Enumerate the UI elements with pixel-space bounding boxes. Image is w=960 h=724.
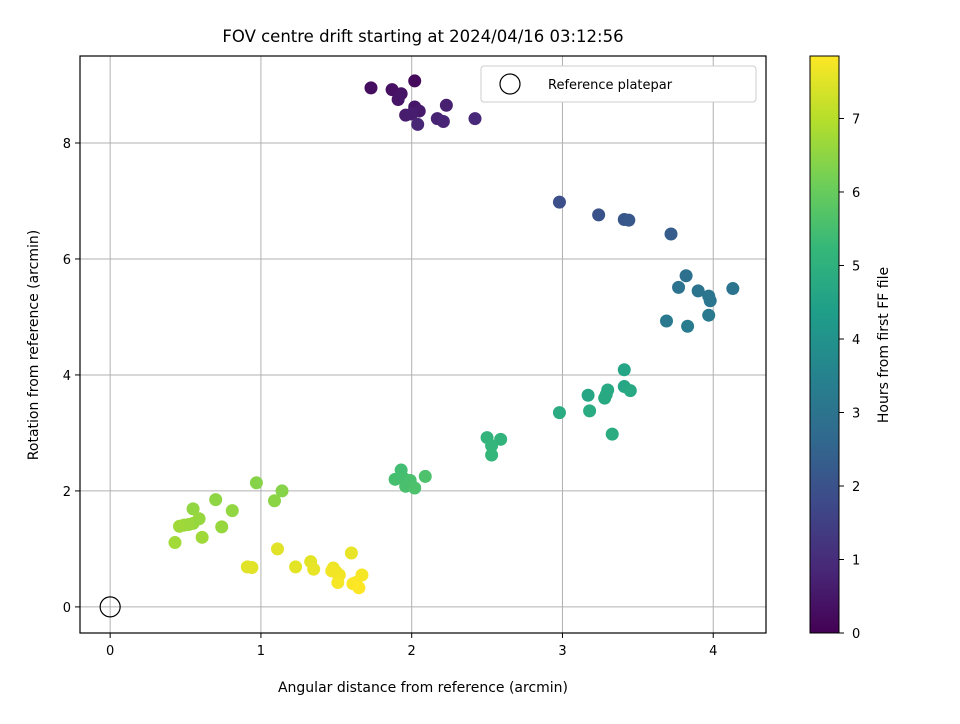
colorbar-tick-label: 7: [852, 112, 860, 127]
data-point: [436, 115, 450, 129]
x-tick-label: 4: [709, 644, 717, 659]
x-tick-label: 0: [106, 644, 114, 659]
data-point: [408, 481, 422, 495]
data-point: [672, 280, 686, 294]
data-point: [592, 208, 606, 222]
data-point: [215, 520, 229, 534]
legend-box: [480, 65, 757, 103]
x-tick-label: 3: [558, 644, 566, 659]
data-point: [364, 81, 378, 95]
data-point: [405, 107, 419, 121]
data-point: [275, 484, 289, 498]
data-point: [391, 92, 405, 106]
y-tick-label: 2: [63, 485, 71, 500]
data-point: [186, 502, 200, 516]
colorbar-label: Hours from first FF file: [876, 267, 892, 423]
x-axis-label: Angular distance from reference (arcmin): [278, 680, 568, 696]
data-point: [267, 494, 281, 508]
data-point: [209, 493, 223, 507]
data-point: [659, 314, 673, 328]
data-point: [598, 391, 612, 405]
x-tick-label: 1: [257, 644, 265, 659]
data-point: [679, 269, 693, 283]
data-point: [411, 117, 425, 131]
colorbar-tick-label: 2: [852, 480, 860, 495]
data-points: [168, 74, 740, 595]
data-point: [703, 294, 717, 308]
data-point: [245, 560, 259, 574]
data-point: [691, 284, 705, 298]
colorbar: 0 1 2 3 4 5 6 7 Hours from first FF file: [809, 55, 892, 642]
reference-platepar-marker: [99, 596, 121, 618]
x-tick-label: 2: [408, 644, 416, 659]
data-point: [552, 195, 566, 209]
y-tick-label: 4: [63, 369, 71, 384]
data-point: [605, 427, 619, 441]
legend: Reference platepar: [480, 65, 757, 103]
data-point: [552, 406, 566, 420]
y-axis-ticks: 0 2 4 6 8: [63, 137, 80, 616]
y-axis-label: Rotation from reference (arcmin): [26, 230, 42, 460]
data-point: [168, 536, 182, 550]
data-point: [485, 439, 499, 453]
data-point: [581, 388, 595, 402]
legend-label-reference: Reference platepar: [548, 78, 673, 93]
data-point: [485, 448, 499, 462]
legend-reference-marker: [499, 73, 521, 95]
data-point: [225, 504, 239, 518]
data-point: [195, 530, 209, 544]
data-point: [352, 581, 366, 595]
data-point: [249, 476, 263, 490]
colorbar-tick-label: 6: [852, 186, 860, 201]
reference-marker: [99, 596, 121, 618]
grid-lines: [80, 56, 766, 633]
data-point: [468, 112, 482, 126]
colorbar-tick-label: 3: [852, 406, 860, 421]
colorbar-tick-label: 0: [852, 627, 860, 642]
colorbar-tick-label: 1: [852, 553, 860, 568]
data-point: [439, 98, 453, 112]
colorbar-ticks: 0 1 2 3 4 5 6 7: [839, 112, 860, 642]
colorbar-tick-label: 4: [852, 333, 860, 348]
y-tick-label: 6: [63, 253, 71, 268]
data-point: [617, 363, 631, 377]
data-point: [344, 546, 358, 560]
x-axis-ticks: 0 1 2 3 4: [106, 633, 717, 659]
data-point: [664, 227, 678, 241]
data-point: [418, 469, 432, 483]
y-tick-label: 8: [63, 137, 71, 152]
y-tick-label: 0: [63, 601, 71, 616]
data-point: [271, 542, 285, 556]
data-point: [289, 560, 303, 574]
data-point: [702, 308, 716, 322]
data-point: [494, 432, 508, 446]
data-point: [583, 404, 597, 418]
data-point: [307, 562, 321, 576]
data-point: [331, 576, 345, 590]
data-point: [681, 319, 695, 333]
colorbar-tick-label: 5: [852, 259, 860, 274]
data-point: [622, 213, 636, 227]
data-point: [726, 282, 740, 296]
data-point: [173, 519, 187, 533]
data-point: [408, 74, 422, 88]
plot-frame: [79, 55, 767, 634]
chart-title: FOV centre drift starting at 2024/04/16 …: [222, 27, 623, 46]
data-point: [623, 384, 637, 398]
colorbar-gradient: [809, 55, 840, 634]
